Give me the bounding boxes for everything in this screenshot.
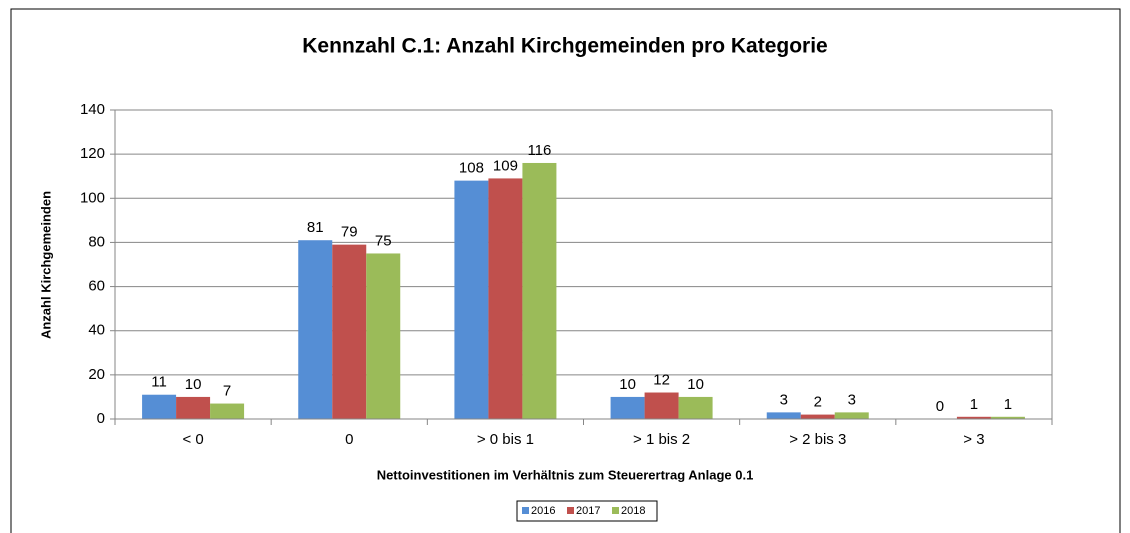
value-label: 81	[307, 219, 324, 236]
value-label: 10	[687, 376, 704, 393]
legend-swatch	[612, 507, 619, 514]
bar	[366, 253, 401, 419]
value-label: 2	[814, 394, 822, 411]
bar	[956, 416, 991, 419]
legend-label: 2018	[621, 505, 645, 517]
bar	[298, 240, 333, 419]
value-label: 3	[780, 391, 788, 408]
value-label: 12	[653, 371, 670, 388]
value-label: 1	[1004, 396, 1012, 413]
bar	[454, 180, 489, 419]
bar	[142, 394, 177, 419]
x-tick-label: > 1 bis 2	[633, 431, 690, 448]
y-tick-label: 20	[88, 366, 105, 383]
value-label: 3	[848, 391, 856, 408]
value-label: 10	[619, 376, 636, 393]
chart-frame	[10, 8, 1121, 533]
value-label: 1	[970, 396, 978, 413]
bar	[176, 396, 211, 419]
value-label: 108	[459, 160, 484, 177]
legend-swatch	[522, 507, 529, 514]
value-label: 109	[493, 157, 518, 174]
value-label: 116	[527, 142, 551, 159]
value-label: 79	[341, 224, 358, 241]
legend-box	[516, 500, 658, 522]
x-tick-label: > 2 bis 3	[789, 431, 846, 448]
value-label: 10	[185, 376, 202, 393]
bar	[488, 178, 523, 419]
bar	[210, 403, 245, 419]
bar	[610, 396, 645, 419]
y-tick-label: 60	[88, 278, 105, 295]
bar	[800, 414, 835, 419]
value-label: 0	[936, 398, 944, 415]
chart-title: Kennzahl C.1: Anzahl Kirchgemeinden pro …	[302, 35, 827, 58]
y-tick-label: 140	[80, 101, 105, 118]
bar	[834, 412, 869, 419]
y-tick-label: 40	[88, 322, 105, 339]
legend-label: 2016	[531, 505, 555, 517]
y-axis-label: Anzahl Kirchgemeinden	[38, 191, 53, 339]
x-tick-label: > 3	[963, 431, 984, 448]
y-tick-label: 100	[80, 189, 105, 206]
y-tick-label: 120	[80, 145, 105, 162]
bar	[332, 244, 367, 419]
y-tick-label: 80	[88, 233, 105, 250]
y-tick-label: 0	[97, 410, 105, 427]
bar	[522, 162, 557, 419]
value-label: 75	[375, 232, 392, 249]
x-axis-label: Nettoinvestitionen im Verhältnis zum Ste…	[377, 467, 754, 482]
x-tick-label: > 0 bis 1	[477, 431, 534, 448]
legend-label: 2017	[576, 505, 600, 517]
x-tick-label: < 0	[182, 431, 203, 448]
bar	[644, 392, 679, 419]
bar	[990, 416, 1025, 419]
value-label: 11	[151, 374, 167, 391]
bar	[766, 412, 801, 419]
legend-swatch	[567, 507, 574, 514]
value-label: 7	[223, 383, 231, 400]
bar	[678, 396, 713, 419]
x-tick-label: 0	[345, 431, 353, 448]
